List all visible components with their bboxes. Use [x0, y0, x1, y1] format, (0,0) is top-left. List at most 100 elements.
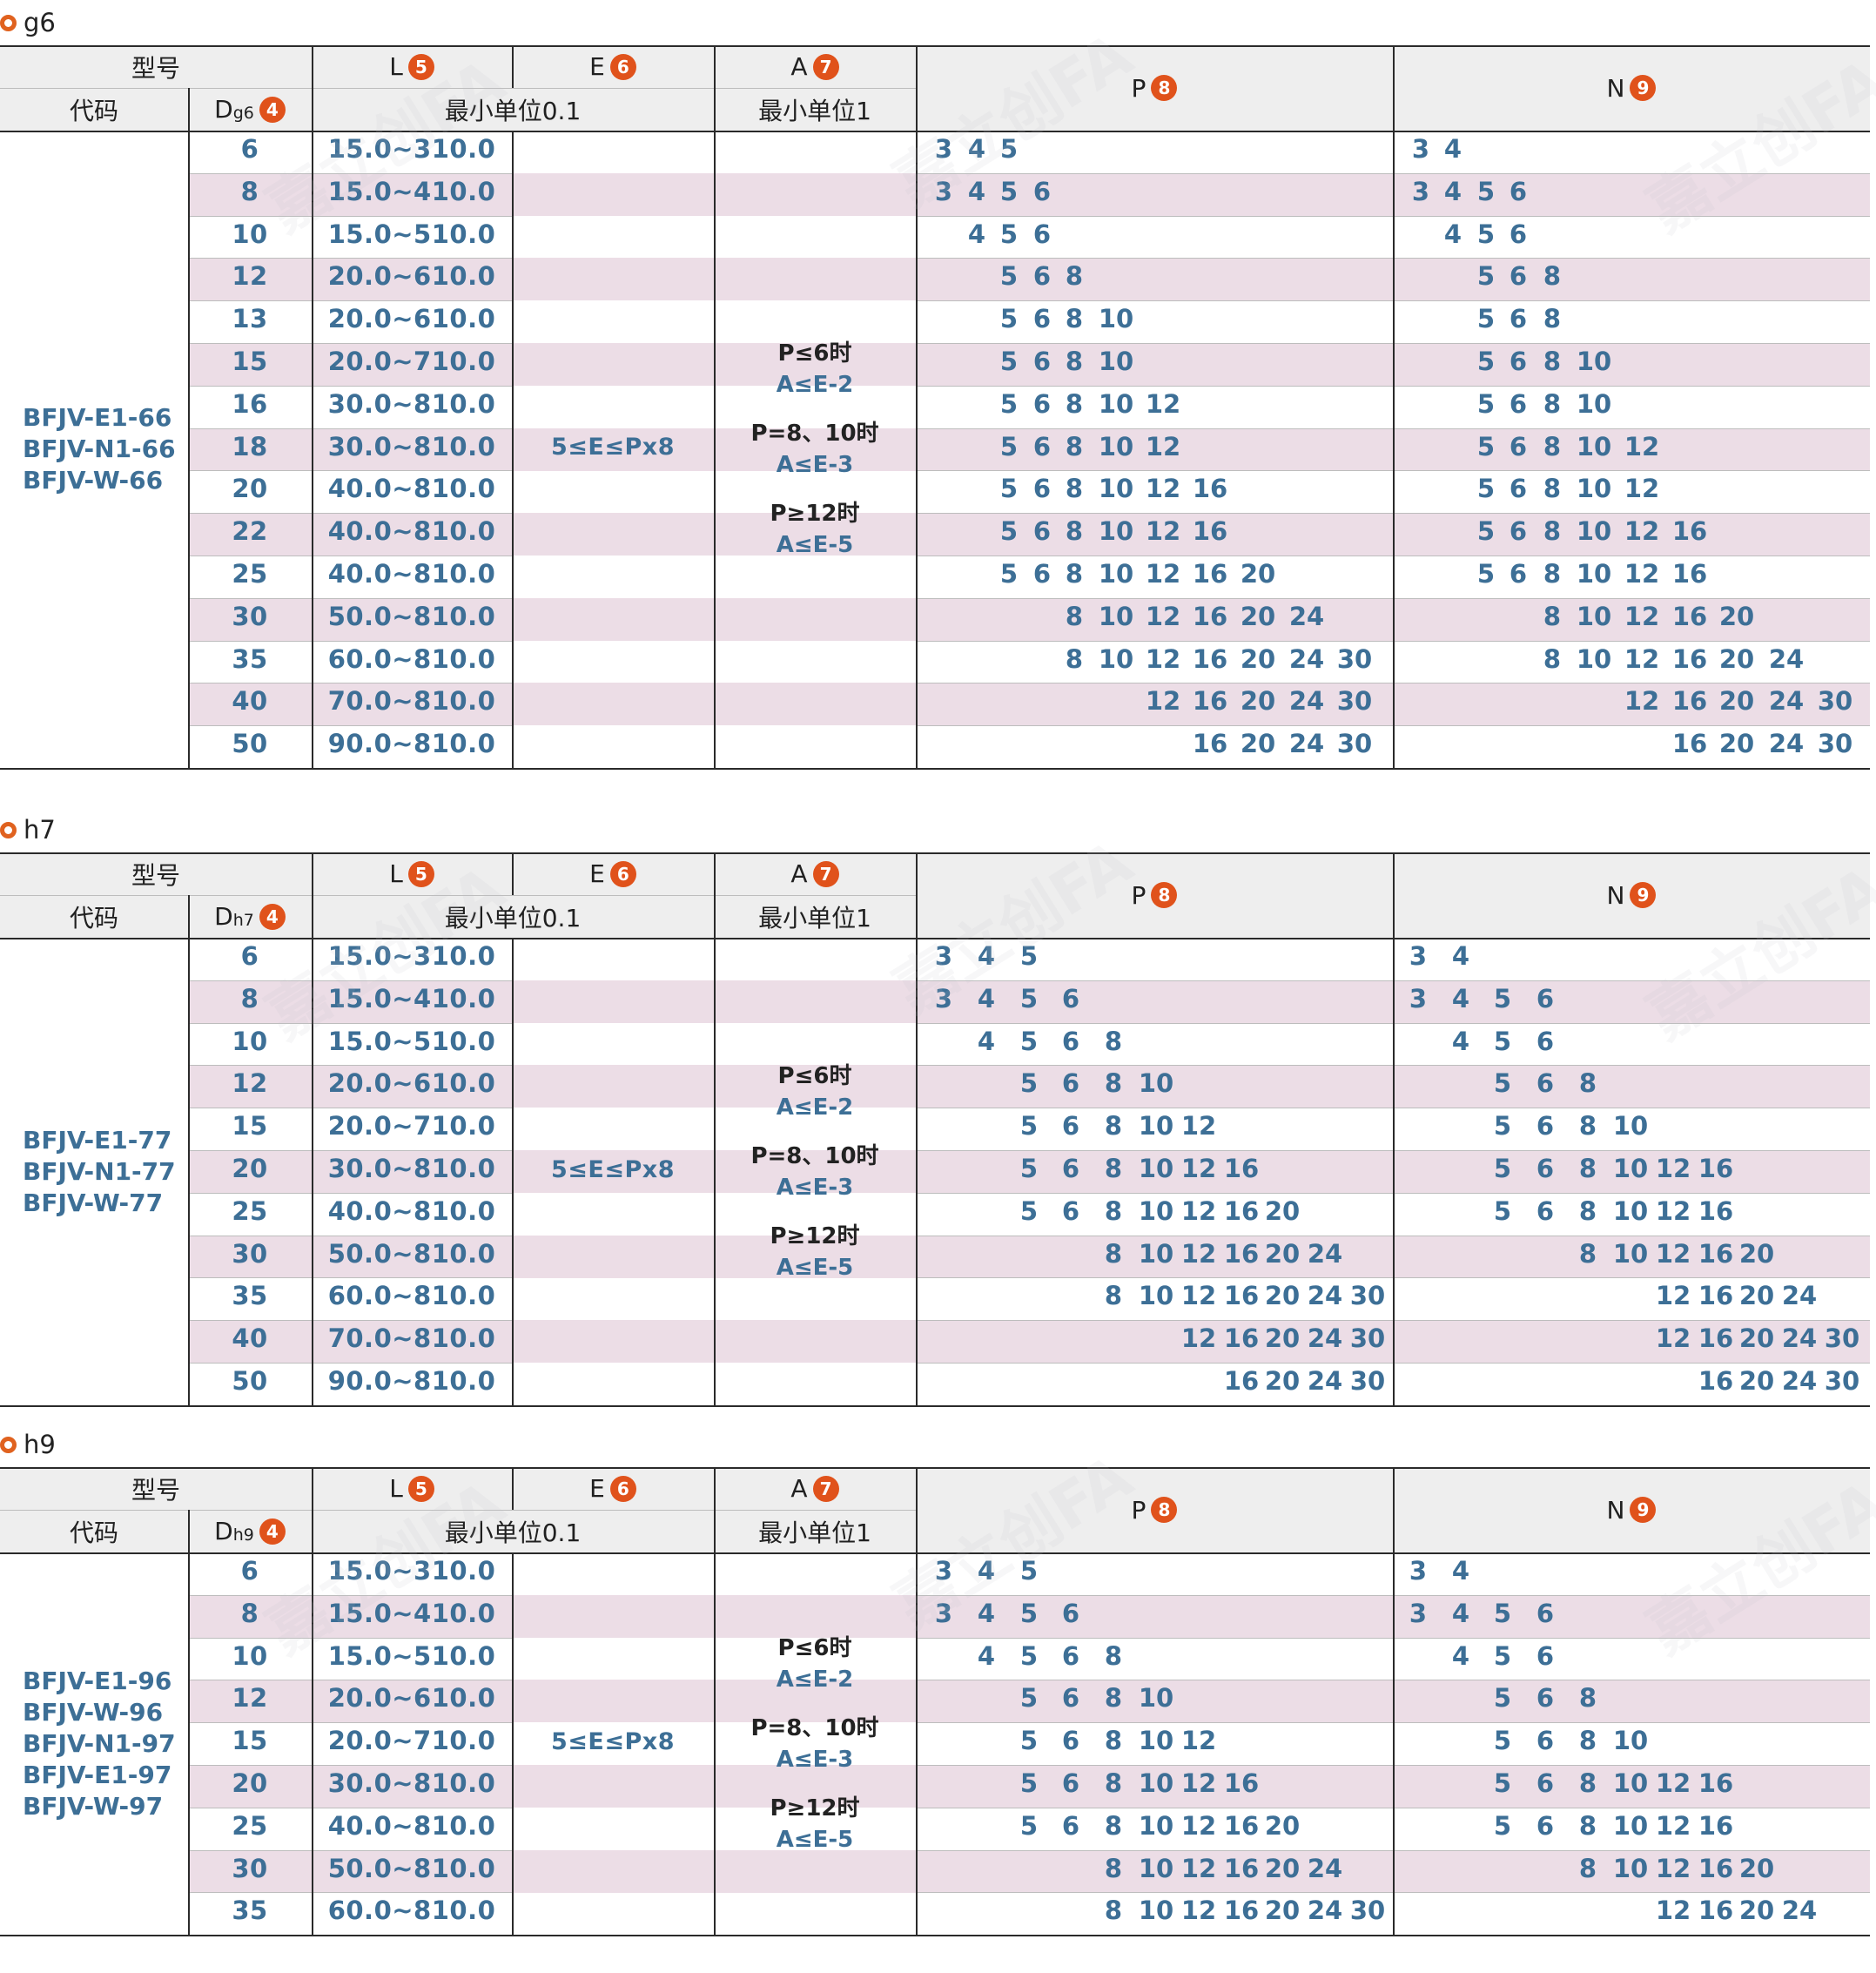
row-shading	[714, 598, 916, 641]
header-model: 型号	[0, 1467, 312, 1510]
model-label: 型号	[131, 1475, 180, 1505]
grid-line	[0, 88, 916, 89]
n-value: 12	[1624, 432, 1660, 461]
p-value: 24	[1288, 644, 1325, 674]
a-condition-value: A≤E-3	[776, 452, 854, 478]
n-value: 16	[1671, 686, 1708, 716]
p-value: 4	[967, 134, 986, 164]
p-value: 16	[1223, 1323, 1260, 1353]
L-label: L	[389, 1474, 403, 1503]
header-min1: 最小单位1	[714, 1510, 916, 1552]
E-label: E	[589, 859, 605, 888]
d-value: 20	[232, 474, 268, 503]
p-value: 10	[1138, 1811, 1174, 1841]
row-shading	[714, 428, 916, 471]
n-value: 24	[1781, 1896, 1818, 1925]
d-value: 6	[240, 941, 259, 971]
n-value: 12	[1655, 1239, 1691, 1269]
n-value: 4	[1443, 219, 1462, 249]
l-range: 20.0~610.0	[327, 1068, 496, 1098]
n-value: 3	[1409, 941, 1428, 971]
row-shading	[188, 598, 512, 641]
p-value: 10	[1138, 1281, 1174, 1310]
p-value: 30	[1349, 1323, 1386, 1353]
row-shading	[188, 428, 512, 471]
n-value: 24	[1768, 729, 1805, 758]
n-value: 8	[1543, 516, 1562, 546]
grid-line	[188, 88, 190, 768]
n-value: 16	[1698, 1239, 1734, 1269]
p-value: 6	[1032, 347, 1052, 376]
p-value: 8	[1065, 474, 1084, 503]
p-value: 5	[999, 516, 1019, 546]
p-value: 10	[1138, 1854, 1174, 1883]
p-value: 10	[1098, 474, 1134, 503]
e-range: 5≤E≤Px8	[551, 1155, 675, 1183]
l-range: 15.0~410.0	[327, 984, 496, 1013]
p-value: 6	[1032, 219, 1052, 249]
n-value: 5	[1476, 432, 1496, 461]
n-value: 12	[1624, 516, 1660, 546]
row-shading	[512, 1065, 714, 1108]
p-value: 24	[1307, 1854, 1343, 1883]
n-value: 12	[1655, 1281, 1691, 1310]
p-value: 8	[1065, 559, 1084, 589]
p-value: 24	[1307, 1323, 1343, 1353]
p-value: 10	[1098, 516, 1134, 546]
grid-line	[916, 852, 918, 1405]
A-label: A	[790, 1474, 808, 1503]
n-value: 12	[1624, 602, 1660, 631]
row-shading	[188, 513, 512, 556]
header-min1: 最小单位1	[714, 88, 916, 131]
p-value: 3	[934, 984, 953, 1013]
circled-number-4: 4	[259, 96, 286, 123]
n-value: 12	[1655, 1896, 1691, 1925]
p-value: 8	[1065, 602, 1084, 631]
p-value: 3	[934, 134, 953, 164]
n-value: 20	[1718, 602, 1755, 631]
n-value: 16	[1698, 1281, 1734, 1310]
d-label: D	[214, 95, 233, 124]
A-label: A	[790, 859, 808, 888]
N-label: N	[1606, 73, 1625, 103]
grid-line	[188, 513, 512, 514]
l-range: 30.0~810.0	[327, 1154, 496, 1183]
p-value: 8	[1065, 644, 1084, 674]
p-value: 6	[1061, 1068, 1080, 1098]
p-value: 20	[1240, 602, 1276, 631]
l-range: 15.0~310.0	[327, 134, 496, 164]
d-label: D	[214, 902, 233, 931]
p-value: 10	[1138, 1239, 1174, 1269]
min-unit-1: 最小单位1	[758, 1518, 871, 1547]
p-value: 8	[1104, 1027, 1123, 1056]
p-value: 6	[1061, 1154, 1080, 1183]
n-value: 16	[1698, 1854, 1734, 1883]
grid-line	[512, 1552, 514, 1935]
n-value: 4	[1451, 941, 1470, 971]
p-value: 30	[1349, 1366, 1386, 1396]
n-value: 5	[1493, 1111, 1512, 1141]
grid-line	[1393, 45, 1395, 768]
n-value: 12	[1624, 644, 1660, 674]
min-unit-1: 最小单位1	[758, 96, 871, 125]
n-value: 6	[1509, 432, 1528, 461]
a-condition-key: P=8、10时	[750, 421, 879, 447]
row-shading	[512, 428, 714, 471]
grid-line	[188, 428, 512, 429]
p-value: 20	[1240, 559, 1276, 589]
p-value: 5	[999, 474, 1019, 503]
n-value: 8	[1578, 1196, 1597, 1226]
grid-line	[188, 1850, 512, 1851]
a-condition-value: A≤E-3	[776, 1174, 854, 1201]
grid-line	[512, 852, 514, 895]
n-value: 8	[1543, 602, 1562, 631]
p-value: 8	[1104, 1641, 1123, 1671]
n-value: 10	[1612, 1196, 1649, 1226]
n-value: 8	[1578, 1154, 1597, 1183]
row-shading	[714, 1680, 916, 1722]
